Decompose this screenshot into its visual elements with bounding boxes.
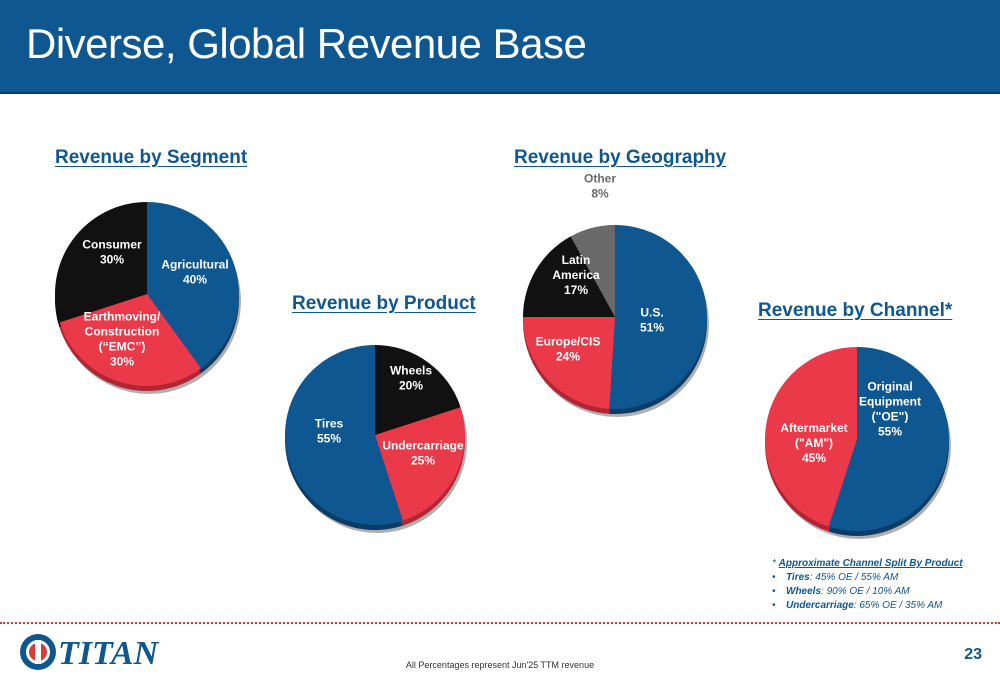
page-number: 23 (964, 646, 982, 663)
product-pie-chart: Wheels 20% Undercarriage 25% Tires 55% (285, 345, 467, 533)
pie-label-agricultural: Agricultural 40% (161, 258, 228, 287)
footnote-heading: * Approximate Channel Split By Product (772, 558, 963, 569)
channel-chart-title: Revenue by Channel* (758, 300, 953, 321)
pie-slice-latin-america (523, 236, 615, 317)
segment-chart-title: Revenue by Segment (55, 147, 248, 168)
footnote-item-tires: • Tires: 45% OE / 55% AM (772, 572, 899, 583)
pie-slice-aftermarket-am (765, 347, 857, 527)
page-title: Diverse, Global Revenue Base (26, 20, 587, 67)
titan-wheel-icon (20, 634, 56, 670)
title-bar: Diverse, Global Revenue Base (0, 0, 1000, 94)
titan-logo: TITAN (20, 634, 160, 672)
pie-label-other: Other 8% (584, 172, 616, 201)
pie-slice-other (570, 225, 615, 317)
pie-slice-agricultural (147, 202, 240, 369)
pie-slice-wheels (375, 345, 461, 435)
footer-divider (0, 622, 1000, 624)
pie-slice-undercarriage (375, 407, 465, 521)
channel-pie-chart: Original Equipment ("OE") 55% Aftermarket ("A… (765, 347, 951, 539)
pie-slice-consumer (54, 202, 147, 323)
pie-label-latin-america: Latin America 17% (552, 253, 600, 297)
geography-chart-title: Revenue by Geography (514, 147, 727, 168)
pie-slice-earthmoving-construction-emc (59, 294, 202, 386)
pie-label-consumer: Consumer 30% (82, 238, 142, 267)
pie-label-undercarriage: Undercarriage 25% (382, 439, 464, 468)
pie-label-tires: Tires 55% (315, 417, 344, 446)
product-chart-title: Revenue by Product (292, 293, 476, 314)
channel-footnote: * Approximate Channel Split By Product •… (772, 557, 963, 613)
footer-note: All Percentages represent Jun'25 TTM rev… (405, 660, 595, 670)
pie-label-aftermarket-am: Aftermarket ("AM") 45% (780, 421, 847, 465)
pie-slice-europe-cis (523, 317, 615, 409)
footnote-item-undercarriage: • Undercarriage: 65% OE / 35% AM (772, 600, 943, 611)
pie-label-u-s: U.S. 51% (640, 306, 664, 335)
pie-label-earthmoving-construction-emc: Earthmoving/Construction (“EMC”) 30% (84, 310, 161, 369)
pie-label-europe-cis: Europe/CIS 24% (536, 335, 601, 364)
geography-pie-chart: U.S. 51% Europe/CIS 24% Latin America 17% Other… (523, 172, 709, 417)
pie-slice-tires (285, 345, 403, 525)
pie-label-original-equipment-oe: Original Equipment ("OE") 55% (859, 380, 921, 439)
logo-wordmark: TITAN (58, 635, 160, 672)
pie-slice-original-equipment-oe (828, 347, 949, 531)
pie-slice-u-s (609, 225, 708, 409)
segment-pie-chart: Agricultural 40%Earthmoving/Construction(… (54, 202, 241, 394)
footnote-item-wheels: • Wheels: 90% OE / 10% AM (772, 586, 910, 597)
pie-label-wheels: Wheels 20% (390, 364, 432, 393)
